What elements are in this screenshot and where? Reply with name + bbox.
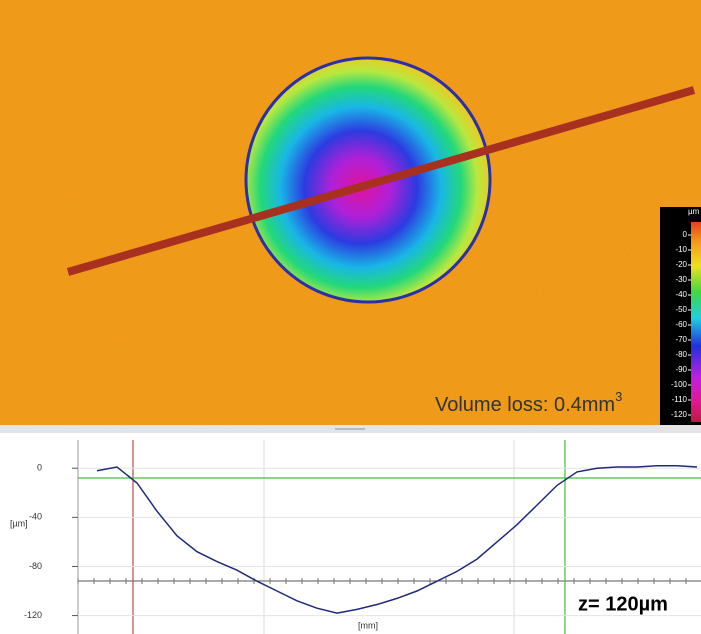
profile-line [66,86,696,276]
crater-outline [244,56,492,304]
colorbar-tick-label: -40 [675,290,687,299]
depth-annotation: z= 120µm [578,593,668,615]
y-axis-label: [µm] [10,518,28,528]
colorbar-tick-label: -10 [675,245,687,254]
colorbar-tick-label: -120 [671,410,688,419]
y-tick-label: 0 [37,463,42,473]
volume-loss-text: Volume loss: 0.4mm [435,394,615,416]
y-tick-label: -80 [29,561,42,571]
profile-curve [96,465,698,614]
splitter-grip [335,428,365,430]
volume-loss: Volume loss: 0.4mm3 [435,389,622,416]
y-tick-label: -40 [29,512,42,522]
colorbar-unit: µm [688,207,700,216]
colorbar-tick-label: -90 [675,365,687,374]
x-axis-label: [mm] [358,620,378,630]
y-tick-label: -120 [24,610,42,620]
colorbar-tick-label: 0 [683,230,688,239]
volume-loss-superscript: 3 [615,389,622,404]
height-map: µm 0 -10 -20 -30 -40 -50 -60 -70 -80 -90 -100 -110 -… [0,0,701,425]
colorbar-tick-label: -60 [675,320,687,329]
colorbar-tick-label: -50 [675,305,687,314]
profile-plot: [µm] [mm] 0 -40 -80 -120 z= 120µm [0,433,701,634]
colorbar-tick-label: -70 [675,335,687,344]
colorbar-tick-label: -110 [672,395,688,404]
colorbar-tick-label: -30 [675,275,687,284]
colorbar [691,222,701,422]
colorbar-tick-label: -20 [675,260,687,269]
wear-crater [246,58,490,302]
colorbar-tick-label: -80 [675,350,687,359]
colorbar-tick-label: -100 [671,380,688,389]
